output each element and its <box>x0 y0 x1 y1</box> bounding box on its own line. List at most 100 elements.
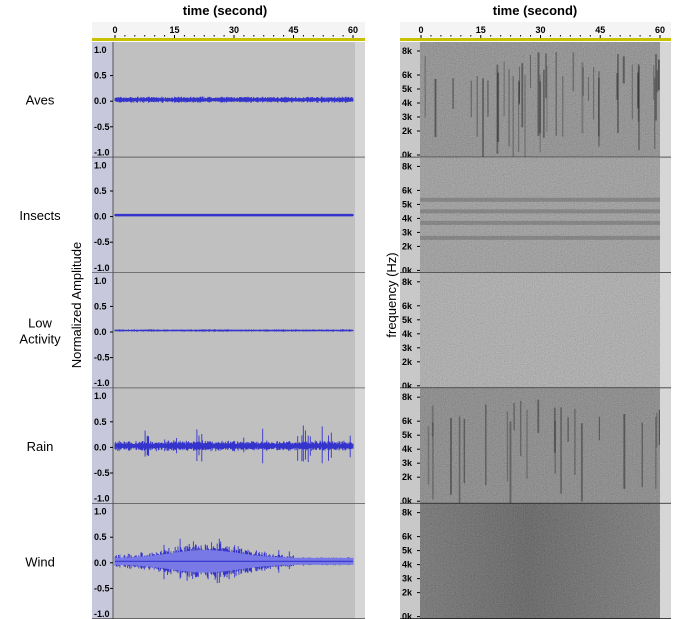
ruler-dot <box>510 35 512 37</box>
ruler-dot <box>530 35 532 37</box>
y-tick-label: 3k <box>402 458 413 468</box>
ruler-dot <box>430 35 432 37</box>
freq-scale <box>400 503 420 619</box>
spectrogram-streak <box>587 77 590 101</box>
freq-scale <box>400 272 420 389</box>
y-tick-label: -1.0 <box>94 378 110 388</box>
ruler-dot <box>619 35 621 37</box>
spectrogram-streak <box>598 71 600 147</box>
amplitude-scale <box>92 272 113 389</box>
spectrogram-streak <box>508 69 510 147</box>
amplitude-scale <box>92 157 113 273</box>
spectrogram-streak <box>512 75 515 159</box>
y-tick-label: -1.0 <box>94 263 110 273</box>
spectrogram-streak <box>622 56 625 84</box>
spectrogram-streak <box>638 65 640 151</box>
spectrogram-streak <box>521 63 524 128</box>
spectrogram-streak <box>524 74 526 164</box>
y-tick-label: 0.0 <box>94 558 107 568</box>
ruler-dot <box>599 35 601 38</box>
waveform-y-title: Normalized Amplitude <box>69 242 84 368</box>
spectrogram-streak <box>526 409 528 479</box>
row-label: Insects <box>19 208 61 223</box>
waveform-end <box>355 503 365 619</box>
x-tick-label: 45 <box>288 25 298 35</box>
spectrogram-band <box>420 209 660 214</box>
y-tick-label: -1.0 <box>94 147 110 157</box>
spectrogram-noise <box>420 388 660 504</box>
y-tick-label: 8k <box>402 277 413 287</box>
y-tick-label: -0.5 <box>94 237 110 247</box>
y-tick-label: 6k <box>402 532 413 542</box>
y-tick-label: 3k <box>402 343 413 353</box>
y-tick-label: -0.5 <box>94 583 110 593</box>
ruler-dot <box>649 35 651 37</box>
ruler-dot <box>312 35 314 37</box>
spectrogram-streak <box>637 64 640 122</box>
y-tick-label: 0.5 <box>94 532 107 542</box>
spectrogram-streak <box>470 80 472 118</box>
y-tick-label: 0.5 <box>94 417 107 427</box>
spectrogram-noise <box>420 272 660 389</box>
spectrogram-streak <box>431 405 434 437</box>
ruler-dot <box>460 35 462 37</box>
ruler-dot <box>302 35 304 37</box>
row-label: Wind <box>25 554 55 569</box>
spectrogram-streak <box>553 407 556 453</box>
ruler-dot <box>470 35 472 37</box>
y-tick-label: 0k <box>402 496 413 506</box>
spectrogram-streak <box>560 407 562 494</box>
time-ruler <box>92 22 365 39</box>
y-tick-label: 5k <box>402 546 413 556</box>
ruler-dot <box>342 35 344 37</box>
ruler-dot <box>283 35 285 37</box>
spectrogram-streak <box>427 425 430 485</box>
amplitude-scale <box>92 388 113 504</box>
y-tick-label: 2k <box>402 357 413 367</box>
spectrogram-streak <box>529 55 532 88</box>
y-tick-label: 0k <box>402 150 413 160</box>
ruler-dot <box>322 35 324 37</box>
ruler-dot <box>440 35 442 37</box>
spectrogram-streak <box>546 65 548 133</box>
spectrogram-streak <box>654 77 656 150</box>
spectrogram-streak <box>545 53 547 99</box>
spectrogram-end <box>660 157 671 273</box>
y-tick-label: 5k <box>402 84 413 94</box>
ruler-dot <box>629 35 631 37</box>
ruler-dot <box>243 35 245 37</box>
freq-scale <box>400 388 420 504</box>
y-tick-label: 1.0 <box>94 160 107 170</box>
spectrogram-streak <box>623 414 626 489</box>
spectrogram-streak <box>506 411 509 482</box>
spectrogram-noise <box>420 503 660 619</box>
ruler-dot <box>659 35 661 38</box>
ruler-dot <box>559 35 561 37</box>
y-tick-label: 6k <box>402 185 413 195</box>
freq-scale <box>400 42 420 158</box>
waveform-end <box>355 157 365 273</box>
y-tick-label: 6k <box>402 416 413 426</box>
spectrogram-streak <box>554 420 557 474</box>
spectrogram-end <box>660 388 671 504</box>
y-tick-label: 8k <box>402 46 413 56</box>
y-tick-label: 1.0 <box>94 391 107 401</box>
ruler-dot <box>203 35 205 37</box>
y-tick-label: 4k <box>402 560 413 570</box>
ruler-dot <box>569 35 571 37</box>
spectrogram-streak <box>487 80 489 117</box>
waveform-end <box>355 388 365 504</box>
x-tick-label: 0 <box>112 25 117 35</box>
spectrogram-streak <box>497 72 500 142</box>
y-tick-label: 1.0 <box>94 507 107 517</box>
spectrogram-streak <box>637 72 639 109</box>
spectrogram-y-title: frequency (Hz) <box>384 252 399 337</box>
spectrogram-streak <box>652 65 655 100</box>
ruler-line <box>92 38 365 41</box>
spectrogram-streak <box>598 77 600 137</box>
spectrogram-streak <box>656 69 659 93</box>
spectrogram-streak <box>598 416 600 441</box>
spectrogram-streak <box>581 62 584 134</box>
spectrogram-noise <box>420 157 660 273</box>
spectrogram-streak <box>555 52 557 136</box>
